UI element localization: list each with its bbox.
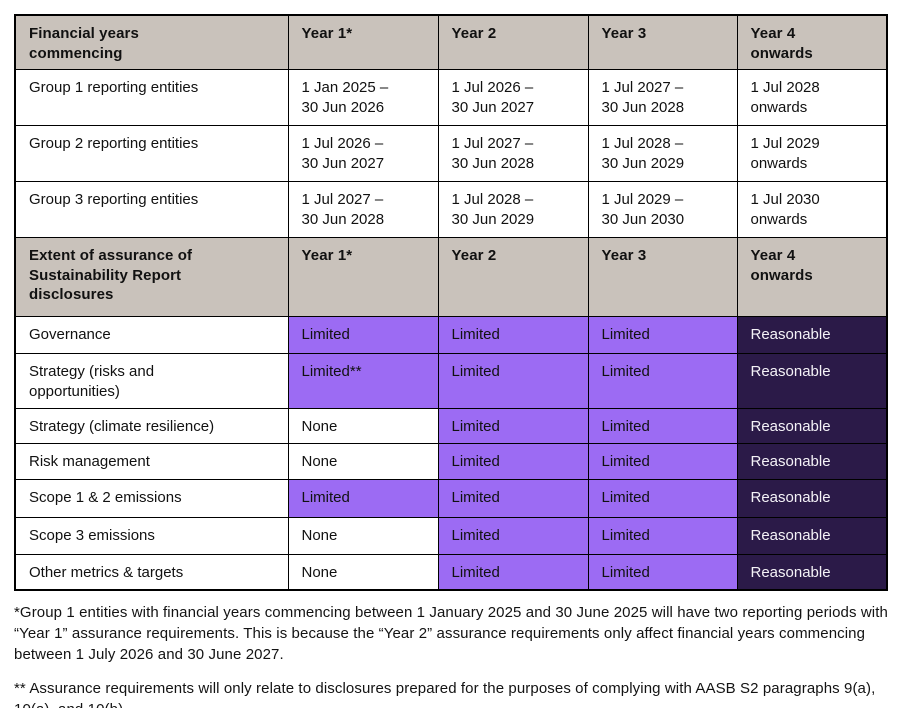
period-cell: 1 Jul 2028 – 30 Jun 2029 <box>587 125 738 182</box>
assurance-cell: None <box>287 408 439 444</box>
row-label: Group 1 reporting entities <box>14 69 289 126</box>
footnotes: *Group 1 entities with financial years c… <box>14 602 890 708</box>
row-group-3-entities: Group 3 reporting entities 1 Jul 2027 – … <box>14 181 888 238</box>
assurance-cell: Limited <box>437 517 589 555</box>
row-scope-1-2-emissions: Scope 1 & 2 emissions Limited Limited Li… <box>14 479 888 518</box>
assurance-cell: Reasonable <box>736 554 888 590</box>
assurance-cell: Limited <box>587 517 738 555</box>
assurance-extent-header-row: Extent of assurance of Sustainability Re… <box>14 237 888 317</box>
assurance-cell: Limited <box>437 443 589 480</box>
period-cell: 1 Jul 2030 onwards <box>736 181 888 238</box>
row-label: Strategy (climate resilience) <box>14 408 289 444</box>
assurance-cell: Limited** <box>287 353 439 409</box>
financial-years-header-row: Financial years commencing Year 1* Year … <box>14 14 888 70</box>
period-cell: 1 Jul 2026 – 30 Jun 2027 <box>437 69 589 126</box>
footnote-double-asterisk: ** Assurance requirements will only rela… <box>14 679 876 708</box>
assurance-cell: Limited <box>587 408 738 444</box>
row-label: Group 2 reporting entities <box>14 125 289 182</box>
period-cell: 1 Jul 2028 – 30 Jun 2029 <box>437 181 589 238</box>
assurance-requirements-table: Financial years commencing Year 1* Year … <box>14 14 888 591</box>
column-header-year1: Year 1* <box>287 14 439 70</box>
period-cell: 1 Jul 2027 – 30 Jun 2028 <box>437 125 589 182</box>
row-scope-3-emissions: Scope 3 emissions None Limited Limited R… <box>14 517 888 555</box>
row-strategy-climate-resilience: Strategy (climate resilience) None Limit… <box>14 408 888 444</box>
row-label: Other metrics & targets <box>14 554 289 590</box>
row-label: Scope 1 & 2 emissions <box>14 479 289 518</box>
assurance-cell: Reasonable <box>736 443 888 480</box>
assurance-cell: None <box>287 554 439 590</box>
footnote-asterisk: *Group 1 entities with financial years c… <box>14 603 888 663</box>
row-label: Strategy (risks and opportunities) <box>14 353 289 409</box>
assurance-cell: Reasonable <box>736 316 888 354</box>
row-label: Group 3 reporting entities <box>14 181 289 238</box>
column-header-year3: Year 3 <box>587 237 738 317</box>
assurance-cell: Limited <box>437 353 589 409</box>
period-cell: 1 Jul 2028 onwards <box>736 69 888 126</box>
column-header-year3: Year 3 <box>587 14 738 70</box>
assurance-cell: Limited <box>587 353 738 409</box>
assurance-cell: Reasonable <box>736 408 888 444</box>
period-cell: 1 Jul 2027 – 30 Jun 2028 <box>587 69 738 126</box>
assurance-cell: Limited <box>287 479 439 518</box>
row-strategy-risks-opportunities: Strategy (risks and opportunities) Limit… <box>14 353 888 409</box>
row-other-metrics-targets: Other metrics & targets None Limited Lim… <box>14 554 888 590</box>
assurance-cell: Limited <box>437 408 589 444</box>
row-risk-management: Risk management None Limited Limited Rea… <box>14 443 888 480</box>
column-header-year2: Year 2 <box>437 14 589 70</box>
assurance-cell: Limited <box>587 316 738 354</box>
column-header-year2: Year 2 <box>437 237 589 317</box>
period-cell: 1 Jul 2026 – 30 Jun 2027 <box>287 125 439 182</box>
column-header-year4-onwards: Year 4 onwards <box>736 237 888 317</box>
financial-years-header-label: Financial years commencing <box>14 14 289 70</box>
assurance-cell: Reasonable <box>736 479 888 518</box>
row-label: Scope 3 emissions <box>14 517 289 555</box>
assurance-cell: Limited <box>287 316 439 354</box>
period-cell: 1 Jul 2029 – 30 Jun 2030 <box>587 181 738 238</box>
assurance-cell: Limited <box>437 316 589 354</box>
assurance-cell: Limited <box>587 479 738 518</box>
assurance-cell: Limited <box>437 479 589 518</box>
row-governance: Governance Limited Limited Limited Reaso… <box>14 316 888 354</box>
row-label: Governance <box>14 316 289 354</box>
assurance-cell: None <box>287 517 439 555</box>
row-group-2-entities: Group 2 reporting entities 1 Jul 2026 – … <box>14 125 888 182</box>
assurance-cell: Reasonable <box>736 517 888 555</box>
period-cell: 1 Jul 2027 – 30 Jun 2028 <box>287 181 439 238</box>
assurance-cell: Limited <box>587 554 738 590</box>
column-header-year4-onwards: Year 4 onwards <box>736 14 888 70</box>
period-cell: 1 Jul 2029 onwards <box>736 125 888 182</box>
column-header-year1: Year 1* <box>287 237 439 317</box>
assurance-extent-header-label: Extent of assurance of Sustainability Re… <box>14 237 289 317</box>
assurance-cell: Reasonable <box>736 353 888 409</box>
assurance-cell: Limited <box>437 554 589 590</box>
period-cell: 1 Jan 2025 – 30 Jun 2026 <box>287 69 439 126</box>
row-label: Risk management <box>14 443 289 480</box>
row-group-1-entities: Group 1 reporting entities 1 Jan 2025 – … <box>14 69 888 126</box>
assurance-cell: None <box>287 443 439 480</box>
assurance-cell: Limited <box>587 443 738 480</box>
